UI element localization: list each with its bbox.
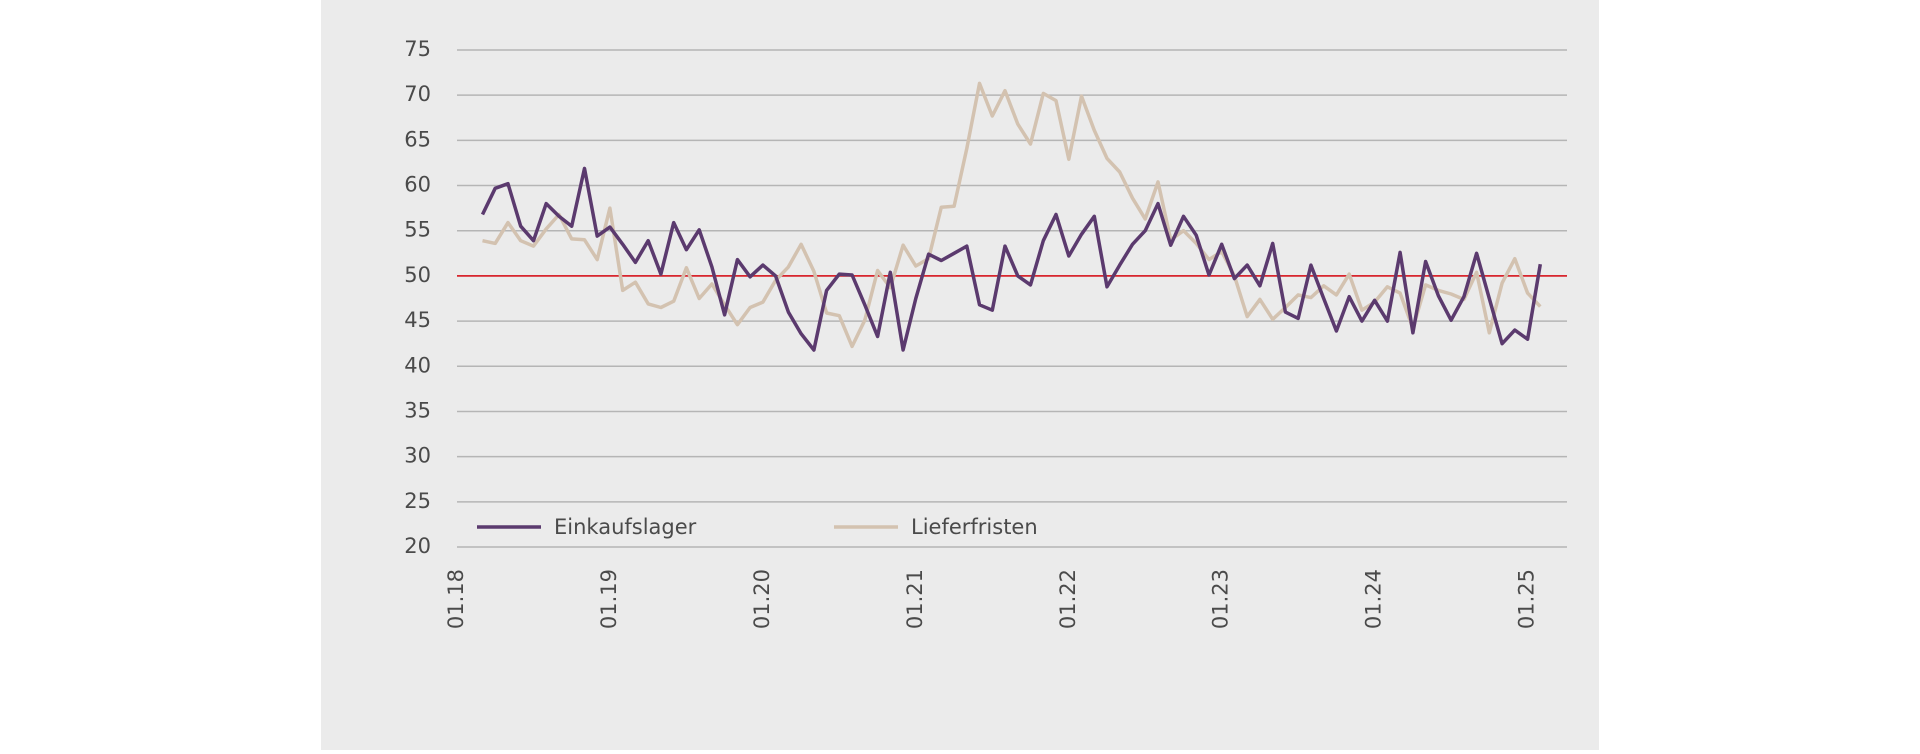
chart-panel bbox=[321, 0, 1599, 750]
legend-label: Lieferfristen bbox=[911, 515, 1038, 539]
series-line bbox=[480, 166, 1543, 352]
y-tick-label: 25 bbox=[404, 489, 431, 513]
y-tick-label: 45 bbox=[404, 308, 431, 332]
y-tick-label: 60 bbox=[404, 173, 431, 197]
y-tick-label: 40 bbox=[404, 353, 431, 377]
x-tick-label: 01.22 bbox=[1056, 569, 1080, 629]
legend-label: Einkaufslager bbox=[554, 515, 697, 539]
x-tick-label: 01.25 bbox=[1515, 569, 1539, 629]
y-tick-label: 20 bbox=[404, 534, 431, 558]
x-tick-label: 01.21 bbox=[903, 569, 927, 629]
x-tick-label: 01.19 bbox=[597, 569, 621, 629]
y-tick-label: 55 bbox=[404, 218, 431, 242]
y-tick-label: 50 bbox=[404, 263, 431, 287]
y-tick-label: 70 bbox=[404, 82, 431, 106]
y-tick-label: 35 bbox=[404, 398, 431, 422]
x-tick-label: 01.24 bbox=[1362, 569, 1386, 629]
x-tick-label: 01.20 bbox=[750, 569, 774, 629]
y-tick-label: 65 bbox=[404, 127, 431, 151]
y-tick-label: 75 bbox=[404, 37, 431, 61]
x-tick-label: 01.23 bbox=[1209, 569, 1233, 629]
series-line bbox=[482, 81, 1542, 349]
x-tick-label: 01.18 bbox=[444, 569, 468, 629]
y-tick-label: 30 bbox=[404, 444, 431, 468]
